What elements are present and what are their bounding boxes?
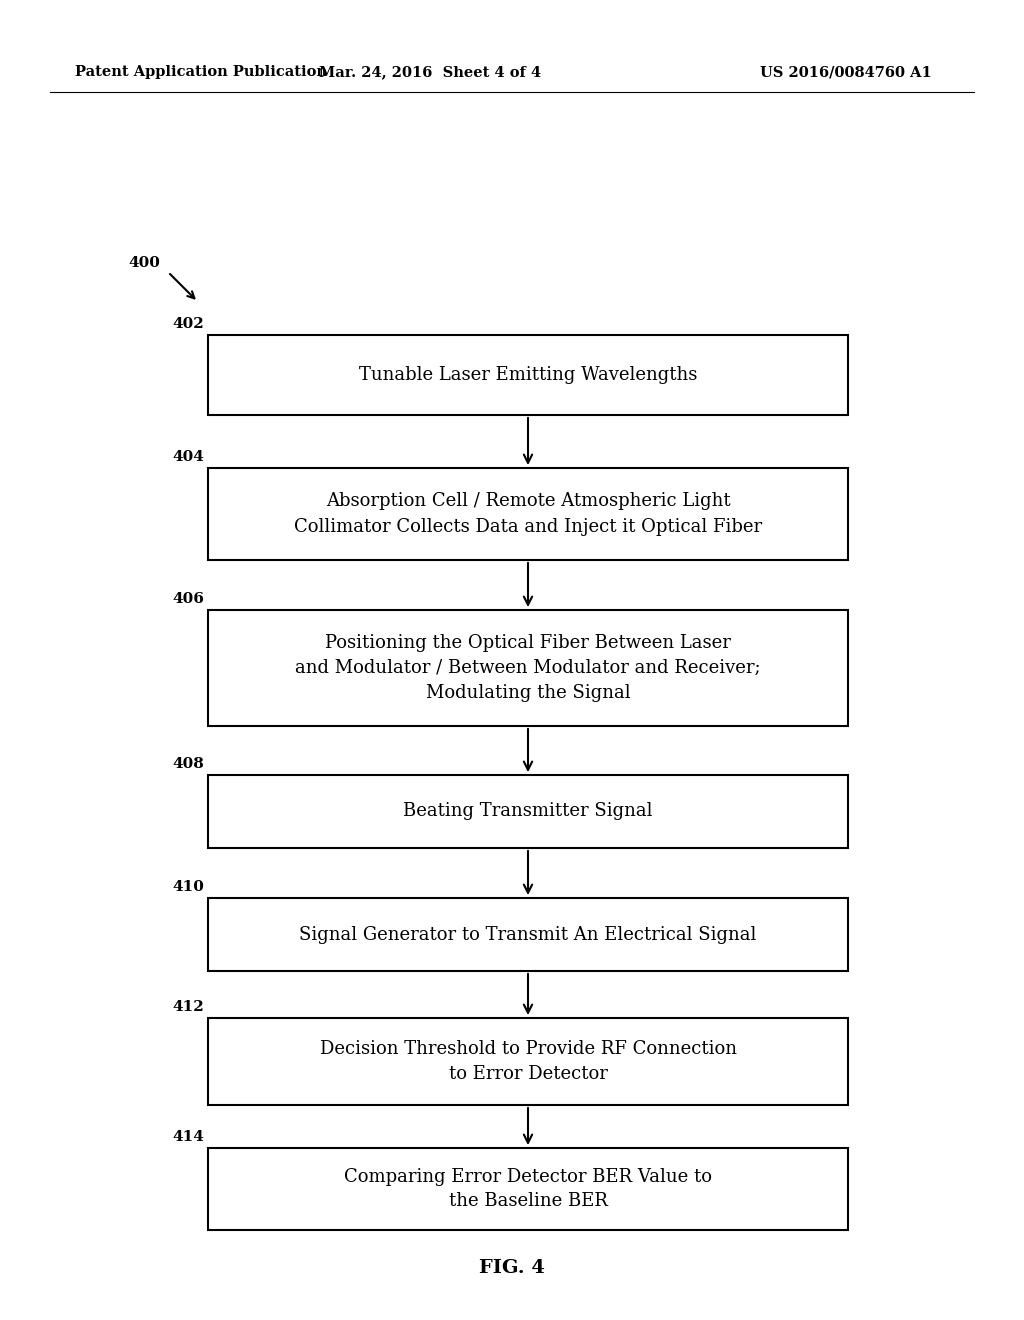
Text: 400: 400: [128, 256, 160, 271]
Text: Comparing Error Detector BER Value to
the Baseline BER: Comparing Error Detector BER Value to th…: [344, 1167, 712, 1210]
Text: 404: 404: [172, 450, 204, 465]
Text: Patent Application Publication: Patent Application Publication: [75, 65, 327, 79]
Text: Decision Threshold to Provide RF Connection
to Error Detector: Decision Threshold to Provide RF Connect…: [319, 1040, 736, 1082]
Text: Positioning the Optical Fiber Between Laser
and Modulator / Between Modulator an: Positioning the Optical Fiber Between La…: [295, 634, 761, 702]
Text: 408: 408: [172, 756, 204, 771]
Bar: [208, 610, 848, 726]
Text: Signal Generator to Transmit An Electrical Signal: Signal Generator to Transmit An Electric…: [299, 925, 757, 944]
Text: Tunable Laser Emitting Wavelengths: Tunable Laser Emitting Wavelengths: [358, 366, 697, 384]
Bar: [208, 1148, 848, 1230]
Bar: [208, 1018, 848, 1105]
Bar: [208, 775, 848, 847]
Text: Beating Transmitter Signal: Beating Transmitter Signal: [403, 803, 652, 821]
Text: 402: 402: [172, 317, 204, 331]
Text: 414: 414: [172, 1130, 204, 1144]
Text: 406: 406: [172, 591, 204, 606]
Text: Mar. 24, 2016  Sheet 4 of 4: Mar. 24, 2016 Sheet 4 of 4: [318, 65, 541, 79]
Text: Absorption Cell / Remote Atmospheric Light
Collimator Collects Data and Inject i: Absorption Cell / Remote Atmospheric Lig…: [294, 492, 762, 536]
Text: 410: 410: [172, 880, 204, 894]
Text: FIG. 4: FIG. 4: [479, 1259, 545, 1276]
Text: US 2016/0084760 A1: US 2016/0084760 A1: [760, 65, 932, 79]
Bar: [208, 469, 848, 560]
Bar: [208, 335, 848, 414]
Bar: [208, 898, 848, 972]
Text: 412: 412: [172, 1001, 204, 1014]
